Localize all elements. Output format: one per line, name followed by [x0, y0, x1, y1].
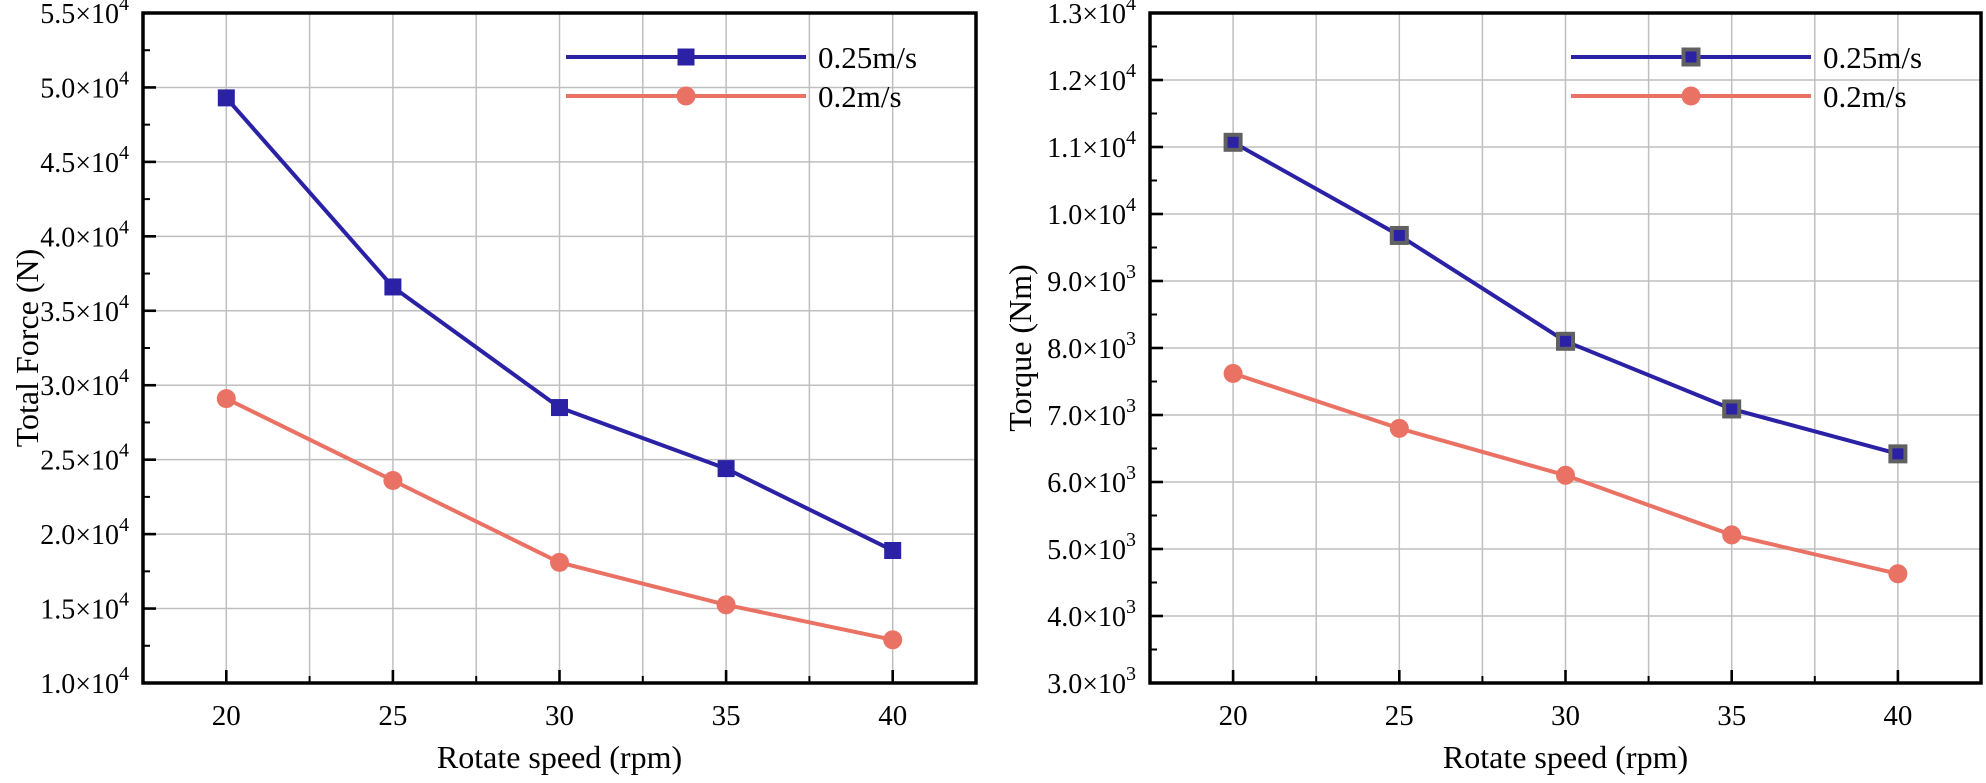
x-axis-title: Rotate speed (rpm) [1443, 739, 1688, 775]
y-tick-label: 3.5×104 [40, 291, 129, 328]
y-tick-label: 1.1×104 [1047, 127, 1136, 164]
legend-label: 0.25m/s [818, 40, 917, 75]
data-point-marker [216, 389, 236, 409]
y-tick-label: 8.0×103 [1047, 328, 1136, 365]
y-axis-title: Total Force (N) [9, 249, 45, 448]
x-tick-label: 20 [212, 700, 241, 732]
x-tick-label: 30 [1551, 700, 1580, 732]
data-point-marker [1888, 444, 1908, 464]
y-tick-label: 5.5×104 [40, 0, 129, 30]
y-tick-label: 5.0×104 [40, 67, 129, 104]
y-tick-label: 5.0×103 [1047, 529, 1136, 566]
legend-marker [1681, 47, 1701, 67]
x-tick-label: 20 [1219, 700, 1248, 732]
legend-marker [676, 86, 696, 106]
data-point-marker [717, 460, 735, 478]
x-tick-label: 25 [378, 700, 407, 732]
data-point-marker [1389, 225, 1409, 245]
y-tick-label: 1.2×104 [1047, 60, 1136, 97]
y-tick-label: 1.0×104 [40, 663, 129, 700]
y-tick-label: 1.3×104 [1047, 0, 1136, 30]
x-tick-label: 35 [1717, 700, 1746, 732]
data-point-marker [716, 595, 736, 615]
data-point-marker [1722, 525, 1742, 545]
data-point-marker [884, 541, 902, 559]
torque-chart: 20 25 30 35 40 1.3×104 1.2×104 1.1×104 1.0×104 9.… [1002, 0, 1983, 775]
y-tick-label: 6.0×103 [1047, 462, 1136, 499]
data-point-marker [1389, 418, 1409, 438]
y-tick-label: 2.0×104 [40, 514, 129, 551]
legend-label: 0.2m/s [1823, 79, 1907, 114]
y-tick-label: 3.0×103 [1047, 663, 1136, 700]
x-tick-label: 35 [712, 700, 741, 732]
data-point-marker [1888, 564, 1908, 584]
y-tick-label: 4.5×104 [40, 142, 129, 179]
y-tick-label: 7.0×103 [1047, 395, 1136, 432]
data-point-marker [384, 278, 402, 296]
data-point-marker [1556, 465, 1575, 485]
x-tick-label: 30 [545, 700, 574, 732]
legend-marker [1681, 86, 1701, 106]
y-tick-label: 1.5×104 [40, 589, 129, 626]
data-point-marker [1223, 363, 1243, 383]
y-tick-label: 4.0×104 [40, 216, 129, 253]
total-force-chart: 20 25 30 35 40 5.5×104 5.0×104 4.5×104 4.0×104 3.… [9, 0, 978, 775]
y-tick-label: 9.0×103 [1047, 261, 1136, 298]
legend-marker [677, 48, 695, 66]
y-tick-label: 2.5×104 [40, 440, 129, 477]
x-axis-title: Rotate speed (rpm) [437, 739, 682, 775]
y-tick-label: 3.0×104 [40, 365, 129, 402]
data-point-marker [550, 552, 569, 572]
legend-label: 0.2m/s [818, 79, 902, 114]
data-point-marker [383, 471, 403, 491]
data-point-marker [217, 89, 235, 107]
data-point-marker [883, 630, 903, 650]
data-point-marker [551, 399, 568, 417]
x-tick-label: 40 [878, 700, 907, 732]
y-axis-title: Torque (Nm) [1002, 264, 1038, 431]
legend-label: 0.25m/s [1823, 40, 1922, 75]
x-tick-label: 25 [1385, 700, 1414, 732]
x-tick-label: 40 [1883, 700, 1912, 732]
data-point-marker [1722, 399, 1742, 419]
y-tick-label: 1.0×104 [1047, 194, 1136, 231]
data-point-marker [1223, 132, 1243, 152]
y-tick-label: 4.0×103 [1047, 596, 1136, 633]
data-point-marker [1556, 331, 1575, 351]
